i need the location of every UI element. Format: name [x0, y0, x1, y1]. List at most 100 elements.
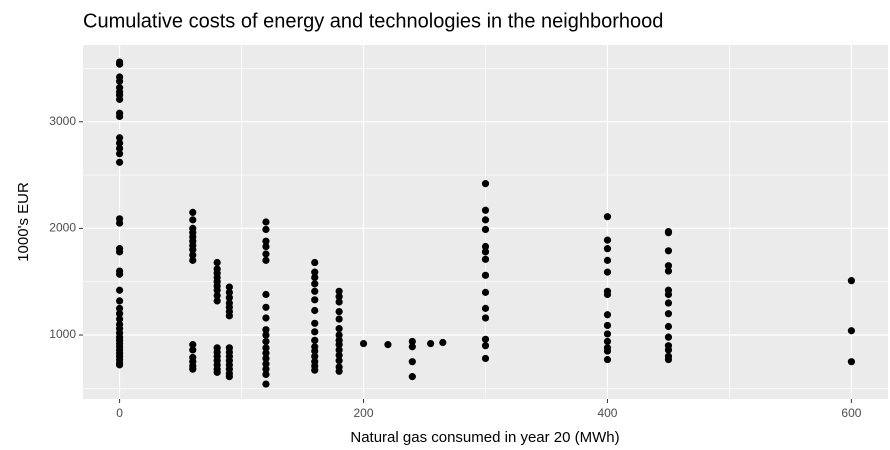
- point: [213, 297, 221, 305]
- point: [311, 268, 319, 276]
- point: [335, 307, 343, 316]
- point: [603, 355, 612, 364]
- point: [664, 299, 673, 307]
- point: [262, 370, 270, 379]
- point: [189, 251, 197, 259]
- y-axis-label: 1000's EUR: [15, 182, 32, 262]
- point: [213, 286, 221, 294]
- point: [115, 248, 124, 256]
- point: [408, 343, 416, 351]
- point: [213, 291, 221, 300]
- point: [115, 270, 124, 278]
- point: [664, 267, 673, 275]
- point: [603, 321, 612, 330]
- point: [847, 358, 856, 366]
- point: [603, 311, 612, 319]
- point: [311, 352, 319, 360]
- point: [262, 218, 270, 226]
- point: [481, 242, 490, 251]
- point: [262, 365, 270, 373]
- point: [115, 304, 124, 312]
- point: [262, 354, 270, 363]
- point: [335, 325, 343, 333]
- point: [311, 319, 319, 327]
- point: [189, 246, 197, 254]
- point: [115, 60, 124, 68]
- point: [225, 312, 233, 320]
- point: [262, 303, 270, 311]
- point: [262, 349, 270, 357]
- y-tick-label: 1000: [49, 327, 76, 341]
- point: [481, 216, 490, 224]
- point: [262, 360, 270, 368]
- point: [311, 328, 319, 336]
- point: [664, 247, 673, 255]
- point: [115, 77, 124, 85]
- point: [189, 208, 197, 217]
- point: [603, 330, 612, 338]
- point: [481, 180, 490, 188]
- point: [115, 95, 124, 103]
- point: [262, 290, 270, 299]
- point: [603, 256, 612, 264]
- point: [664, 290, 673, 299]
- point: [115, 134, 124, 142]
- chart-title: Cumulative costs of energy and technolog…: [83, 10, 663, 32]
- point: [225, 294, 233, 302]
- point: [335, 346, 343, 354]
- point: [847, 277, 856, 285]
- point: [664, 346, 673, 354]
- point: [335, 287, 343, 295]
- point: [408, 337, 416, 346]
- point: [603, 213, 612, 221]
- point: [335, 357, 343, 365]
- point: [262, 337, 270, 346]
- point: [481, 342, 490, 350]
- point: [189, 216, 197, 224]
- point: [335, 367, 343, 375]
- point: [115, 112, 124, 121]
- x-tick-label: 600: [841, 406, 861, 420]
- point: [115, 150, 124, 158]
- point: [189, 341, 197, 349]
- point: [603, 236, 612, 244]
- point: [603, 337, 612, 346]
- point: [311, 336, 319, 344]
- point: [847, 327, 856, 335]
- point: [115, 139, 124, 147]
- point: [262, 326, 270, 334]
- point: [311, 306, 319, 315]
- point: [262, 344, 270, 352]
- point: [311, 273, 319, 282]
- point: [427, 339, 435, 348]
- point: [481, 354, 490, 363]
- point: [115, 219, 124, 227]
- point: [481, 248, 490, 256]
- point: [115, 297, 124, 305]
- point: [213, 258, 221, 267]
- point: [189, 256, 197, 264]
- point: [311, 347, 319, 355]
- point: [481, 255, 490, 263]
- point: [213, 368, 221, 376]
- point: [225, 283, 233, 291]
- point: [115, 144, 124, 153]
- point: [664, 310, 673, 318]
- point: [262, 380, 270, 388]
- y-tick-label: 3000: [49, 114, 76, 128]
- point: [603, 245, 612, 253]
- point: [408, 373, 416, 381]
- point: [481, 225, 490, 234]
- point: [439, 338, 447, 347]
- point: [262, 250, 270, 258]
- point: [311, 366, 319, 374]
- point: [115, 310, 124, 318]
- point: [603, 268, 612, 276]
- point: [262, 237, 270, 245]
- point: [189, 346, 197, 354]
- point: [408, 358, 416, 366]
- y-tick-label: 2000: [49, 221, 76, 235]
- point: [481, 335, 490, 343]
- point: [603, 347, 612, 355]
